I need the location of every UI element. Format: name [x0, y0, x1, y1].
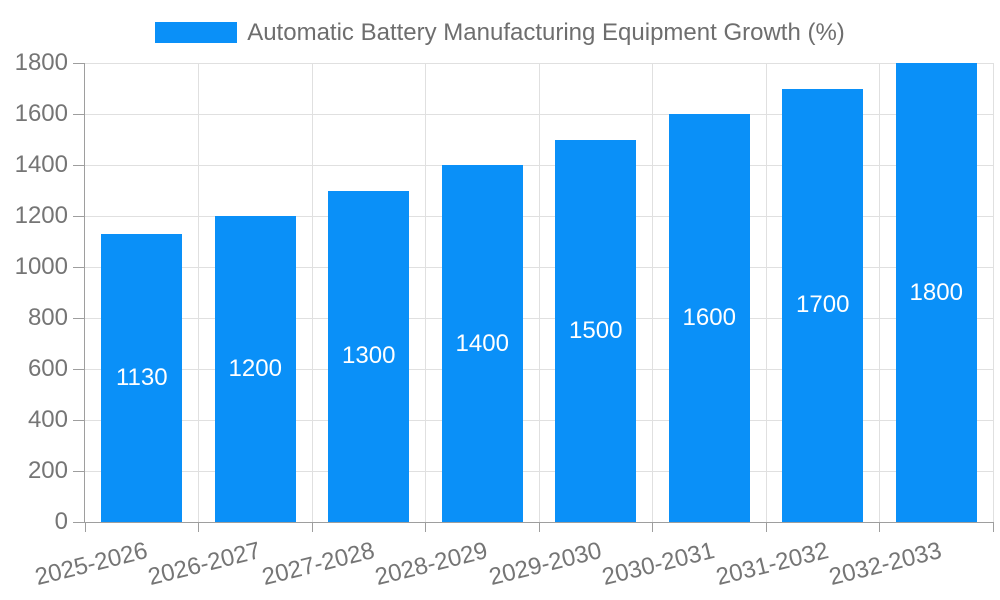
v-gridline [538, 63, 540, 522]
y-tick-label: 1800 [14, 49, 68, 76]
v-gridline [311, 63, 313, 522]
bar-value-label: 1700 [796, 291, 850, 319]
bar-value-label: 1400 [455, 329, 509, 357]
x-axis-tick [425, 522, 426, 532]
x-axis-tick [198, 522, 199, 532]
y-tick-label: 1600 [14, 100, 68, 127]
chart-title: Automatic Battery Manufacturing Equipmen… [247, 19, 845, 46]
y-tick-label: 0 [54, 508, 68, 535]
y-axis-tick [73, 266, 85, 268]
y-tick-label: 600 [27, 355, 68, 382]
y-axis-tick [73, 62, 85, 64]
bar[interactable] [214, 216, 296, 522]
bar-value-label: 1600 [682, 304, 736, 331]
bar-value-label: 1300 [342, 342, 396, 370]
bar[interactable] [782, 88, 864, 522]
bar[interactable] [328, 190, 410, 522]
v-gridline [425, 63, 426, 522]
y-tick-label: 1000 [14, 253, 68, 280]
bar-value-label: 1200 [228, 355, 282, 382]
y-tick-label: 800 [27, 304, 68, 331]
y-tick-label: 400 [27, 406, 68, 433]
y-axis-tick [73, 470, 85, 472]
bar-value-label: 1130 [115, 363, 168, 391]
bar[interactable] [895, 63, 977, 522]
legend-swatch [155, 22, 238, 43]
x-axis-tick [992, 522, 994, 532]
bar[interactable] [668, 114, 750, 522]
y-axis-tick [73, 419, 85, 421]
x-axis-tick [879, 522, 880, 532]
x-axis-tick [538, 522, 540, 532]
x-axis-tick [84, 522, 86, 532]
x-axis-tick [765, 522, 767, 532]
bar[interactable] [441, 165, 523, 522]
y-axis-tick [73, 521, 85, 523]
bar-value-label: 1800 [909, 278, 963, 306]
y-axis-tick [73, 164, 85, 166]
x-axis-tick [311, 522, 313, 532]
x-axis-tick [652, 522, 653, 532]
bar-value-label: 1500 [569, 316, 623, 344]
y-tick-label: 200 [27, 457, 68, 484]
v-gridline [198, 63, 199, 522]
y-tick-label: 1400 [14, 151, 68, 178]
y-axis-line [84, 63, 85, 522]
bar[interactable] [555, 139, 637, 522]
bar[interactable] [101, 233, 183, 522]
y-axis-tick [73, 368, 85, 370]
v-gridline [992, 63, 994, 522]
y-axis-tick [73, 317, 85, 319]
y-tick-label: 1200 [14, 202, 68, 229]
v-gridline [879, 63, 880, 522]
v-gridline [652, 63, 653, 522]
y-axis-tick [73, 215, 85, 217]
chart-legend[interactable]: Automatic Battery Manufacturing Equipmen… [0, 19, 1000, 46]
v-gridline [765, 63, 767, 522]
y-axis-tick [73, 113, 85, 115]
